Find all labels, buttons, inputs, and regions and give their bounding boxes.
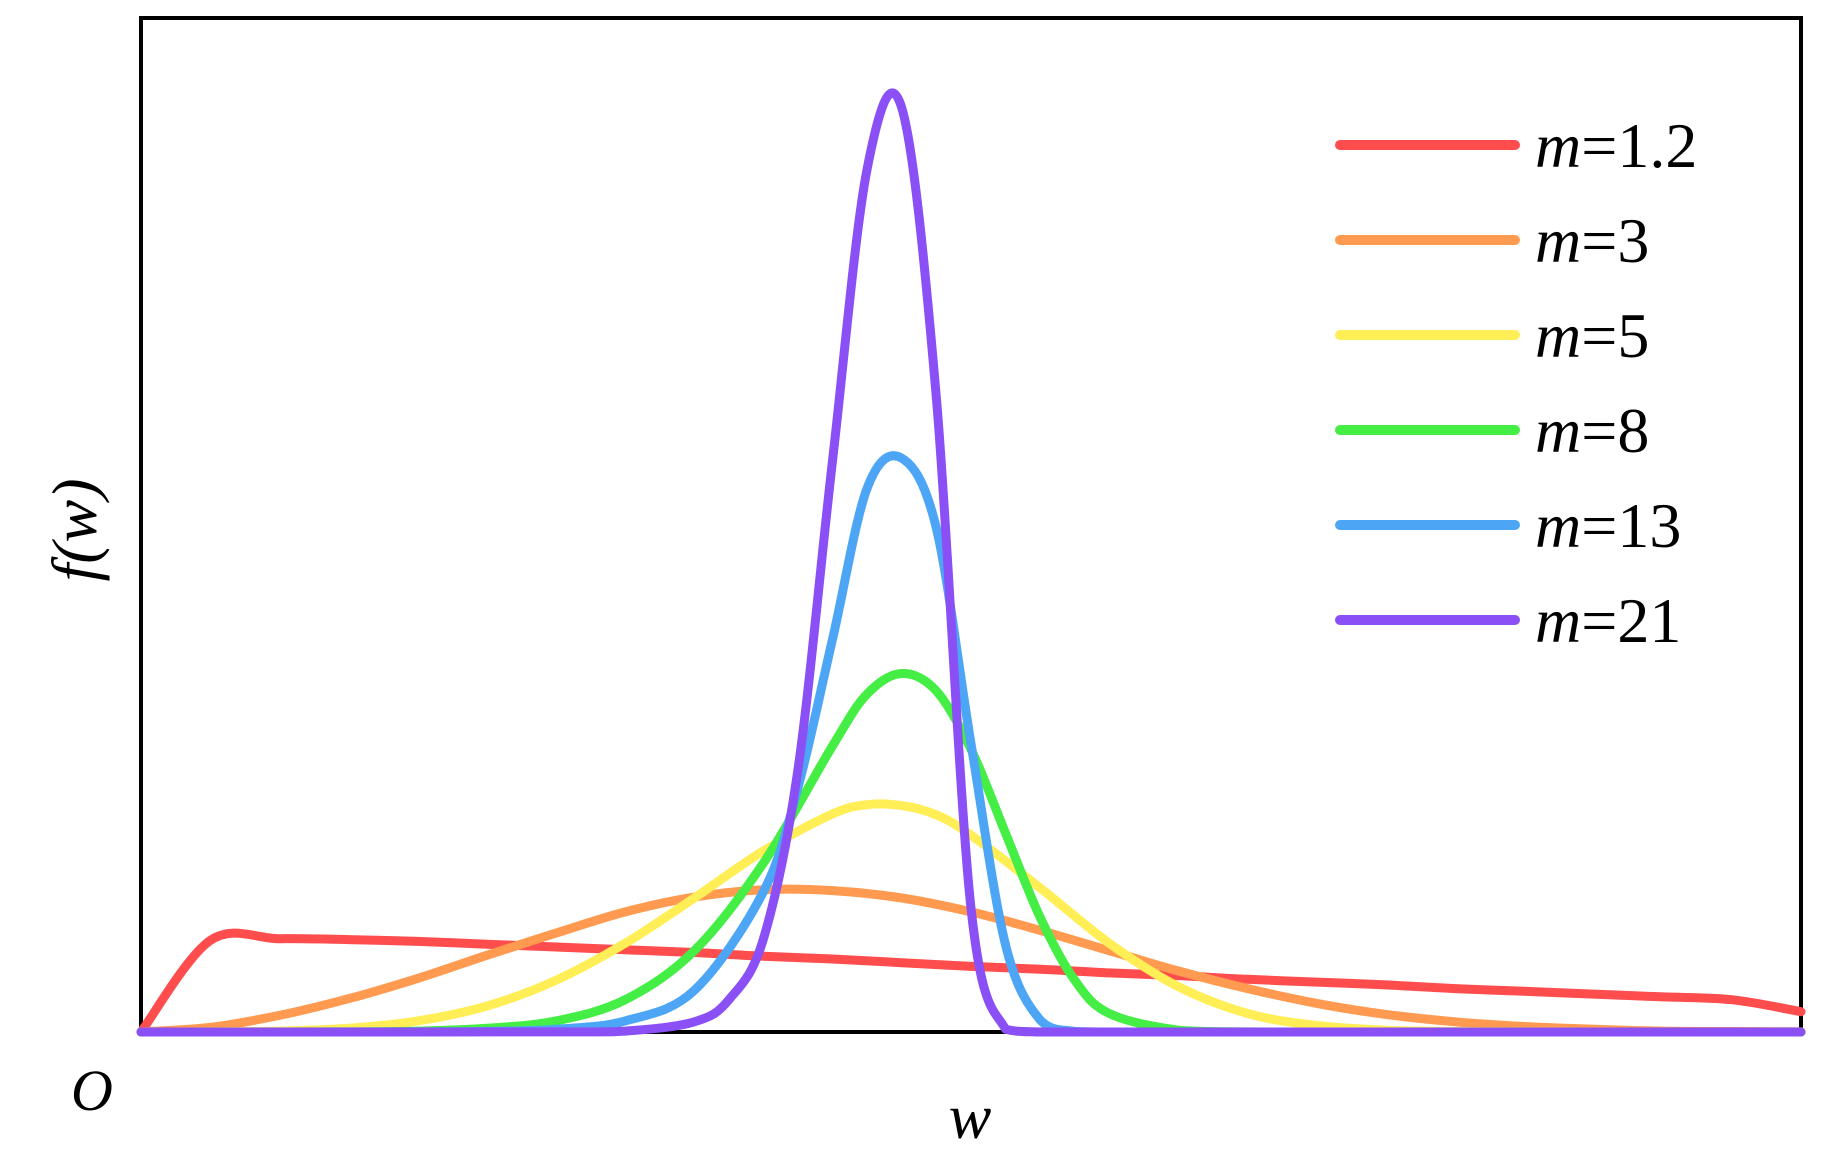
x-axis-label: w — [949, 1081, 992, 1152]
legend-label-m-5: m=5 — [1535, 300, 1649, 371]
legend-label-m-13: m=13 — [1535, 490, 1681, 561]
legend-var: m — [1535, 585, 1581, 656]
legend-value: =3 — [1581, 205, 1649, 276]
legend-label-m-8: m=8 — [1535, 395, 1649, 466]
legend-label-m-3: m=3 — [1535, 205, 1649, 276]
legend-value: =1.2 — [1581, 110, 1697, 181]
series-line-m-1-2 — [136, 928, 1806, 1037]
legend-var: m — [1535, 300, 1581, 371]
legend-var: m — [1535, 395, 1581, 466]
legend-value: =13 — [1581, 490, 1681, 561]
origin-label: O — [71, 1058, 113, 1123]
legend-var: m — [1535, 205, 1581, 276]
legend-value: =21 — [1581, 585, 1681, 656]
legend-label-m-1-2: m=1.2 — [1535, 110, 1697, 181]
legend-label-m-21: m=21 — [1535, 585, 1681, 656]
legend-value: =5 — [1581, 300, 1649, 371]
legend-var: m — [1535, 110, 1581, 181]
y-axis-label: f(w) — [39, 478, 110, 581]
legend-value: =8 — [1581, 395, 1649, 466]
series-layer — [136, 88, 1806, 1037]
legend: m=1.2m=3m=5m=8m=13m=21 — [1335, 110, 1697, 656]
legend-var: m — [1535, 490, 1581, 561]
series-line-m-21 — [136, 88, 1806, 1037]
